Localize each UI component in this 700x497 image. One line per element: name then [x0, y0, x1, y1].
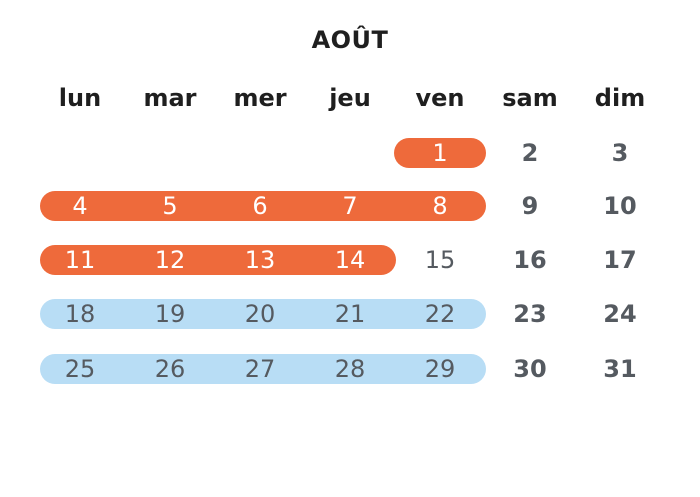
- weekday-jeu: jeu: [329, 84, 371, 112]
- orange-highlight-band: [40, 191, 486, 221]
- day-23[interactable]: 23: [513, 300, 547, 328]
- day-10[interactable]: 10: [603, 192, 637, 220]
- weekday-ven: ven: [415, 84, 465, 112]
- weekday-dim: dim: [594, 84, 646, 112]
- orange-highlight-band: [40, 245, 396, 275]
- day-4[interactable]: 4: [72, 192, 88, 220]
- day-28[interactable]: 28: [334, 355, 366, 383]
- day-20[interactable]: 20: [244, 300, 276, 328]
- day-17[interactable]: 17: [603, 246, 637, 274]
- day-11[interactable]: 11: [64, 246, 96, 274]
- day-25[interactable]: 25: [64, 355, 96, 383]
- day-2[interactable]: 2: [521, 139, 539, 167]
- day-9[interactable]: 9: [521, 192, 539, 220]
- day-1[interactable]: 1: [432, 139, 448, 167]
- day-5[interactable]: 5: [162, 192, 178, 220]
- day-3[interactable]: 3: [611, 139, 629, 167]
- weekday-mer: mer: [233, 84, 287, 112]
- weekday-sam: sam: [502, 84, 558, 112]
- day-12[interactable]: 12: [154, 246, 186, 274]
- day-19[interactable]: 19: [154, 300, 186, 328]
- day-22[interactable]: 22: [424, 300, 456, 328]
- day-30[interactable]: 30: [513, 355, 547, 383]
- day-29[interactable]: 29: [424, 355, 456, 383]
- day-24[interactable]: 24: [603, 300, 637, 328]
- day-6[interactable]: 6: [252, 192, 268, 220]
- day-14[interactable]: 14: [334, 246, 366, 274]
- day-18[interactable]: 18: [64, 300, 96, 328]
- day-27[interactable]: 27: [244, 355, 276, 383]
- day-31[interactable]: 31: [603, 355, 637, 383]
- month-title: AOÛT: [311, 26, 389, 54]
- day-15[interactable]: 15: [424, 246, 456, 274]
- day-26[interactable]: 26: [154, 355, 186, 383]
- orange-highlight-band: [394, 138, 486, 168]
- blue-highlight-band: [40, 354, 486, 384]
- day-7[interactable]: 7: [342, 192, 358, 220]
- blue-highlight-band: [40, 299, 486, 329]
- day-13[interactable]: 13: [244, 246, 276, 274]
- weekday-mar: mar: [143, 84, 197, 112]
- day-8[interactable]: 8: [432, 192, 448, 220]
- day-16[interactable]: 16: [513, 246, 547, 274]
- weekday-lun: lun: [58, 84, 102, 112]
- day-21[interactable]: 21: [334, 300, 366, 328]
